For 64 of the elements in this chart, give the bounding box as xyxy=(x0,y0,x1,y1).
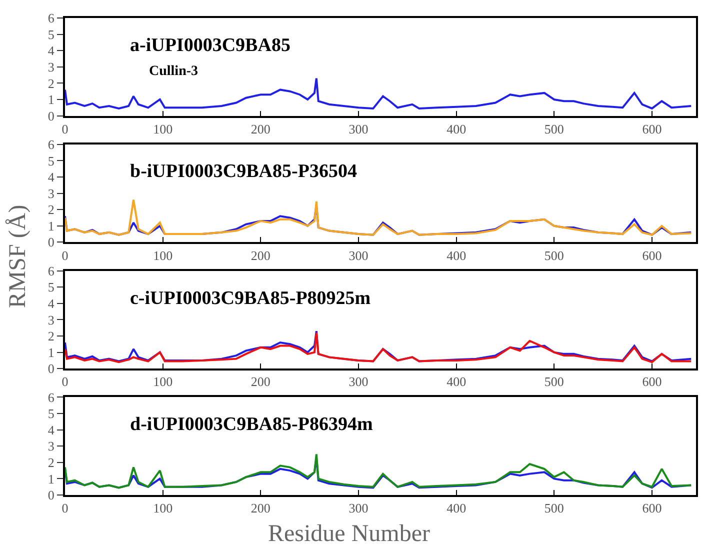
y-tick-label: 1 xyxy=(48,471,54,486)
x-tick-label: 200 xyxy=(250,374,270,390)
x-tick-label: 0 xyxy=(62,500,68,516)
x-tick-label: 300 xyxy=(348,374,368,390)
y-tick-label: 3 xyxy=(48,438,54,454)
y-tick-label: 1 xyxy=(48,344,54,360)
x-tick-label: 400 xyxy=(446,121,466,136)
y-tick-label: 0 xyxy=(48,108,54,124)
text: d-iUPI0003C9BA85-P86394m xyxy=(130,414,373,435)
x-tick-label: 600 xyxy=(642,121,662,136)
x-tick-label: 400 xyxy=(446,374,466,390)
x-tick-label: 0 xyxy=(62,121,68,136)
x-tick-label: 100 xyxy=(153,374,173,390)
y-tick-label: 6 xyxy=(48,263,55,278)
x-tick-label: 300 xyxy=(348,500,368,516)
x-tick-label: 300 xyxy=(348,248,368,263)
x-tick-label: 500 xyxy=(544,121,564,136)
text: a-iUPI0003C9BA85 xyxy=(130,35,290,56)
y-tick-label: 6 xyxy=(48,390,55,405)
y-tick-label: 5 xyxy=(48,406,54,422)
x-tick-label: 400 xyxy=(446,248,466,263)
y-tick-label: 4 xyxy=(48,170,55,185)
y-tick-label: 3 xyxy=(48,59,54,74)
y-tick-label: 0 xyxy=(48,234,54,250)
line-series xyxy=(65,77,692,110)
y-tick-label: 1 xyxy=(48,92,54,108)
y-tick-label: 2 xyxy=(48,454,54,470)
y-tick-label: 5 xyxy=(48,26,54,42)
y-tick-label: 3 xyxy=(48,312,54,328)
x-tick-label: 600 xyxy=(642,248,662,263)
x-tick-label: 0 xyxy=(62,374,68,390)
y-tick-label: 6 xyxy=(48,136,55,152)
y-tick-label: 1 xyxy=(48,218,54,234)
y-tick-label: 2 xyxy=(48,328,54,344)
x-tick-label: 600 xyxy=(642,374,662,390)
x-tick-label: 200 xyxy=(250,121,270,136)
x-tick-label: 0 xyxy=(62,248,68,263)
x-tick-label: 300 xyxy=(348,121,368,136)
y-tick-label: 6 xyxy=(48,10,55,26)
x-tick-label: 100 xyxy=(153,121,173,136)
text: b-iUPI0003C9BA85-P36504 xyxy=(130,161,358,182)
y-tick-label: 5 xyxy=(48,280,54,295)
x-tick-label: 600 xyxy=(642,500,662,516)
y-axis-title: RMSF (Å) xyxy=(5,204,32,308)
y-tick-label: 2 xyxy=(48,202,54,218)
text: c-iUPI0003C9BA85-P80925m xyxy=(130,288,371,309)
text: Cullin-3 xyxy=(149,64,198,79)
y-tick-label: 2 xyxy=(48,76,54,91)
y-tick-label: 0 xyxy=(48,361,54,376)
x-axis-title: Residue Number xyxy=(268,521,430,547)
y-tick-label: 5 xyxy=(48,153,54,168)
y-tick-label: 4 xyxy=(48,43,55,58)
x-tick-label: 400 xyxy=(446,500,466,516)
x-tick-label: 500 xyxy=(544,500,564,516)
x-tick-label: 500 xyxy=(544,374,564,390)
x-tick-label: 100 xyxy=(153,500,173,516)
x-tick-label: 100 xyxy=(153,248,173,263)
x-tick-label: 200 xyxy=(250,500,270,516)
y-tick-label: 0 xyxy=(48,488,54,503)
x-tick-label: 200 xyxy=(250,248,270,263)
y-tick-label: 4 xyxy=(48,296,55,311)
y-tick-label: 3 xyxy=(48,186,54,201)
y-tick-label: 4 xyxy=(48,422,55,438)
x-tick-label: 500 xyxy=(544,248,564,263)
